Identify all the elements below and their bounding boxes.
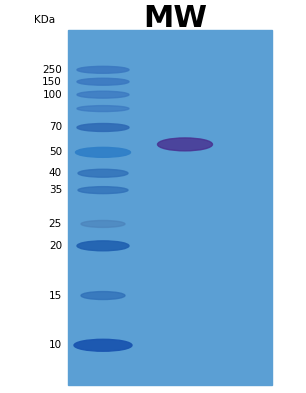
- Ellipse shape: [77, 241, 129, 251]
- Bar: [68, 30, 272, 385]
- Ellipse shape: [74, 339, 132, 351]
- Text: 25: 25: [49, 219, 62, 229]
- Text: 70: 70: [49, 123, 62, 132]
- Text: KDa: KDa: [35, 15, 56, 25]
- Ellipse shape: [158, 138, 212, 151]
- Text: 35: 35: [49, 185, 62, 195]
- Ellipse shape: [77, 106, 129, 112]
- Text: 250: 250: [42, 65, 62, 75]
- Text: 15: 15: [49, 290, 62, 301]
- Text: 20: 20: [49, 241, 62, 251]
- Text: 10: 10: [49, 340, 62, 350]
- Ellipse shape: [76, 147, 130, 157]
- Ellipse shape: [81, 292, 125, 299]
- Text: 100: 100: [42, 90, 62, 100]
- Text: 150: 150: [42, 77, 62, 87]
- Ellipse shape: [77, 123, 129, 132]
- Ellipse shape: [77, 91, 129, 98]
- Text: 40: 40: [49, 168, 62, 178]
- Ellipse shape: [78, 169, 128, 177]
- Ellipse shape: [77, 66, 129, 73]
- Text: MW: MW: [143, 4, 207, 33]
- Ellipse shape: [77, 78, 129, 85]
- Text: 50: 50: [49, 147, 62, 157]
- Ellipse shape: [81, 220, 125, 228]
- Ellipse shape: [78, 187, 128, 194]
